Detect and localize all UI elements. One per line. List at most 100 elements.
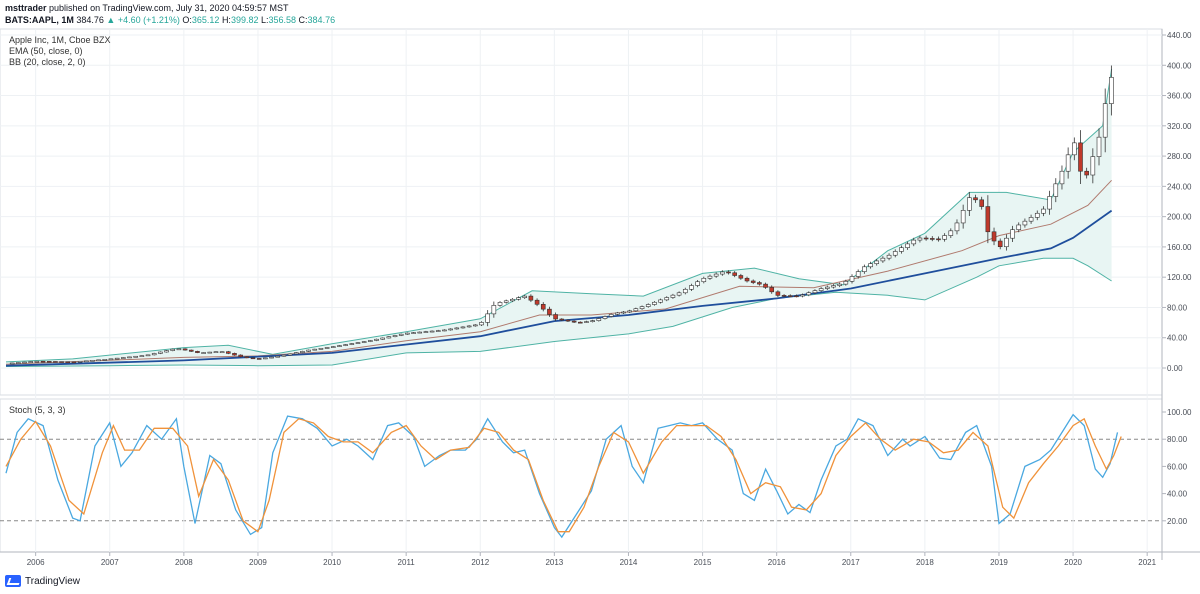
candle-body xyxy=(293,352,299,355)
candle-body xyxy=(83,360,89,363)
candle-body xyxy=(40,360,46,363)
time-tick-label: 2021 xyxy=(1138,558,1156,567)
candle-body xyxy=(491,305,497,315)
candle-body xyxy=(16,362,21,364)
candle-body xyxy=(596,318,602,321)
candle-body xyxy=(355,342,361,344)
candle-body xyxy=(324,347,330,349)
low-value: 356.58 xyxy=(268,15,297,25)
candle-body xyxy=(466,325,472,328)
candle-body xyxy=(812,290,818,294)
publish-line: msttrader published on TradingView.com, … xyxy=(5,3,289,13)
candle-body xyxy=(1010,229,1015,239)
candle-body xyxy=(676,292,682,296)
candle-body xyxy=(281,354,287,357)
high-value: 399.82 xyxy=(230,15,259,25)
time-tick-label: 2009 xyxy=(249,558,267,567)
candle-body xyxy=(102,359,108,361)
price-tick-label: 320.00 xyxy=(1167,122,1192,131)
candle-body xyxy=(232,353,237,356)
stoch-tick-label: 60.00 xyxy=(1167,462,1188,471)
candle-body xyxy=(380,337,385,340)
candle-body xyxy=(608,314,614,317)
candle-body xyxy=(1034,212,1040,218)
time-tick-label: 2014 xyxy=(620,558,638,567)
tradingview-logo[interactable]: TradingView xyxy=(5,575,80,587)
candle-body xyxy=(460,326,466,329)
candle-body xyxy=(1028,217,1034,222)
high-label: H: xyxy=(221,15,231,25)
candle-body xyxy=(750,280,756,283)
candle-body xyxy=(627,310,632,313)
candle-body xyxy=(53,361,58,363)
candle-body xyxy=(664,297,670,301)
candle-body xyxy=(195,351,200,353)
tradingview-brand: TradingView xyxy=(25,575,81,587)
candle-body xyxy=(670,294,676,298)
tradingview-icon xyxy=(5,575,21,587)
candle-body xyxy=(954,222,960,232)
time-tick-label: 2006 xyxy=(27,558,45,567)
candle-body xyxy=(645,304,651,307)
candle-body xyxy=(343,344,348,346)
candle-body xyxy=(65,361,71,364)
price-tick-label: 120.00 xyxy=(1167,273,1192,282)
candle-body xyxy=(825,286,830,289)
candle-body xyxy=(386,336,392,339)
candle-body xyxy=(405,332,410,335)
candle-body xyxy=(374,338,379,341)
candle-body xyxy=(652,301,657,305)
candle-body xyxy=(540,304,546,310)
candle-body xyxy=(1053,183,1059,197)
candle-body xyxy=(763,283,768,288)
candle-body xyxy=(269,356,274,359)
candle-body xyxy=(534,299,540,305)
candle-body xyxy=(565,319,571,322)
candle-body xyxy=(948,230,954,236)
candle-body xyxy=(22,361,27,364)
open-label: O: xyxy=(182,15,192,25)
last-price: 384.76 xyxy=(76,15,104,25)
bb-basis-line xyxy=(5,179,1112,365)
candle-body xyxy=(1072,142,1077,156)
candle-body xyxy=(1078,142,1083,172)
price-tick-label: 80.00 xyxy=(1167,303,1188,312)
legend-stoch: Stoch (5, 3, 3) xyxy=(9,405,66,415)
candle-body xyxy=(244,356,250,359)
candle-body xyxy=(553,314,558,320)
candle-body xyxy=(182,348,188,351)
candle-body xyxy=(707,275,713,279)
candle-body xyxy=(682,288,688,294)
candles-group xyxy=(9,65,1114,365)
symbol-line: BATS:AAPL, 1M 384.76 ▲ +4.60 (+1.21%) O:… xyxy=(5,15,335,25)
candle-body xyxy=(1102,103,1108,138)
publisher-name: msttrader xyxy=(5,3,47,13)
time-tick-label: 2008 xyxy=(175,558,193,567)
candle-body xyxy=(732,272,737,276)
candle-body xyxy=(923,237,929,240)
price-tick-label: 280.00 xyxy=(1167,152,1192,161)
candle-body xyxy=(361,341,367,343)
candle-body xyxy=(695,281,700,286)
candle-body xyxy=(794,295,799,298)
close-label: C: xyxy=(298,15,308,25)
candle-body xyxy=(176,348,182,351)
candle-body xyxy=(201,352,206,354)
candle-body xyxy=(133,355,138,358)
candle-body xyxy=(1016,224,1022,230)
candle-body xyxy=(417,331,423,334)
candle-body xyxy=(516,297,521,300)
candle-body xyxy=(127,356,132,359)
candle-body xyxy=(689,285,694,290)
close-value: 384.76 xyxy=(307,15,336,25)
candle-body xyxy=(713,273,719,277)
stoch-tick-label: 40.00 xyxy=(1167,490,1188,499)
candle-body xyxy=(207,351,213,354)
candle-body xyxy=(34,360,40,363)
candle-body xyxy=(96,359,101,362)
main-legend: Apple Inc, 1M, Cboe BZX EMA (50, close, … xyxy=(9,35,111,68)
candle-body xyxy=(633,308,639,312)
bb-upper-line xyxy=(5,69,1113,363)
candle-body xyxy=(349,343,355,345)
